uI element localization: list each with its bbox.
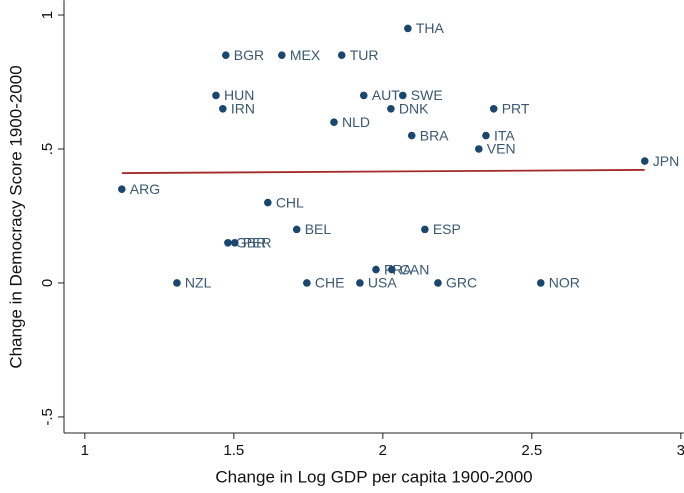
point bbox=[173, 279, 181, 287]
point-label: NOR bbox=[549, 275, 580, 291]
point bbox=[399, 91, 407, 100]
point-label: NLD bbox=[342, 114, 370, 130]
x-axis-title: Change in Log GDP per capita 1900-2000 bbox=[215, 467, 532, 486]
point-label: ITA bbox=[494, 127, 515, 143]
point bbox=[219, 105, 227, 113]
point-label: PER bbox=[243, 234, 272, 250]
point-label: SWE bbox=[411, 87, 443, 103]
point-label: GRC bbox=[446, 275, 477, 291]
point bbox=[224, 238, 232, 247]
point-label: NZL bbox=[185, 275, 212, 291]
point-label: CHL bbox=[276, 194, 304, 210]
point-label: PRT bbox=[502, 101, 530, 117]
point-label: DNK bbox=[399, 101, 429, 117]
point bbox=[474, 145, 483, 153]
point-label: MEX bbox=[290, 47, 321, 63]
point bbox=[359, 91, 368, 100]
point bbox=[421, 225, 429, 234]
point bbox=[489, 105, 498, 113]
point bbox=[407, 131, 416, 140]
point bbox=[292, 225, 301, 234]
point bbox=[536, 279, 545, 287]
point-label: GBR bbox=[236, 234, 266, 250]
point-label: BEL bbox=[305, 221, 332, 237]
y-tick-label: 1 bbox=[39, 11, 56, 19]
y-axis-title: Change in Democracy Score 1900-2000 bbox=[6, 65, 25, 368]
point-label: CHE bbox=[315, 275, 345, 291]
point bbox=[330, 118, 338, 127]
y-tick-label: -.5 bbox=[39, 408, 56, 426]
point-label: AUT bbox=[372, 87, 400, 103]
point-label: HUN bbox=[224, 87, 254, 103]
point-label: CAN bbox=[400, 261, 430, 277]
point bbox=[372, 265, 380, 274]
x-tick-label: 2.5 bbox=[521, 442, 542, 459]
point-label: THA bbox=[416, 20, 445, 36]
x-tick-label: 1.5 bbox=[223, 442, 244, 459]
y-tick-label: .5 bbox=[39, 143, 56, 156]
point-label: USA bbox=[368, 275, 397, 291]
point-label: JPN bbox=[653, 153, 679, 169]
point bbox=[387, 265, 396, 274]
x-tick-label: 3 bbox=[677, 442, 684, 459]
point-label: VEN bbox=[487, 141, 516, 157]
point bbox=[264, 198, 272, 207]
point-label: ARG bbox=[130, 181, 160, 197]
point bbox=[303, 279, 311, 287]
point bbox=[230, 238, 239, 247]
point bbox=[640, 157, 649, 165]
point bbox=[434, 279, 442, 287]
point bbox=[222, 51, 230, 60]
point bbox=[404, 24, 412, 33]
point bbox=[212, 91, 220, 100]
point bbox=[387, 105, 395, 113]
fit-line bbox=[121, 168, 645, 175]
point bbox=[337, 51, 346, 60]
point-label: IRN bbox=[231, 101, 255, 117]
point-label: BRA bbox=[420, 127, 449, 143]
point-label: TUR bbox=[350, 47, 379, 63]
x-tick-label: 2 bbox=[379, 442, 387, 459]
point bbox=[356, 279, 364, 287]
y-tick-label: 0 bbox=[39, 279, 56, 287]
point-label: BGR bbox=[234, 47, 264, 63]
point bbox=[278, 51, 286, 60]
point-label: ESP bbox=[433, 221, 461, 237]
point bbox=[118, 185, 126, 193]
point bbox=[482, 131, 490, 140]
x-tick-label: 1 bbox=[81, 442, 89, 459]
